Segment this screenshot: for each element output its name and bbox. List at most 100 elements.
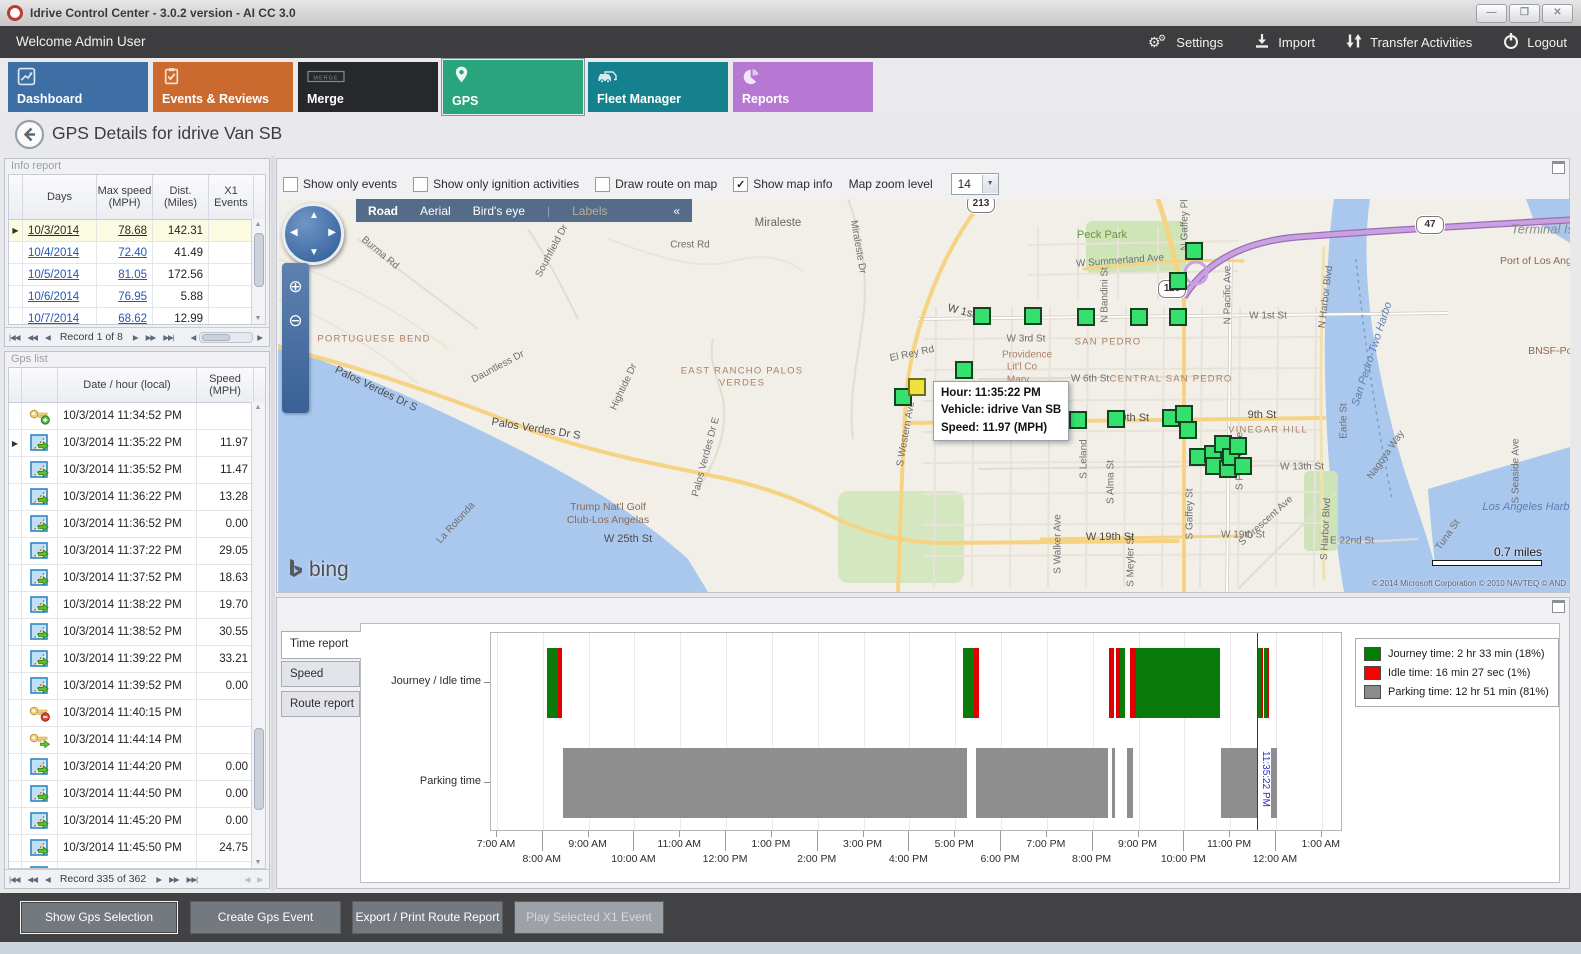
table-row[interactable]: 10/5/2014 81.05 172.56 (9, 264, 265, 286)
back-button[interactable] (14, 119, 45, 155)
tab-route-report[interactable]: Route report (281, 691, 360, 717)
map-mode-birdseye[interactable]: Bird's eye (472, 203, 525, 218)
table-row[interactable]: 10/6/2014 76.95 5.88 (9, 286, 265, 308)
gps-marker[interactable] (973, 307, 991, 325)
scroll-up-icon[interactable]: ▲ (254, 221, 262, 228)
scroll-down-icon[interactable]: ▼ (254, 315, 262, 322)
map-compass-control[interactable]: ▲ ▼ ◀ ▶ (282, 203, 344, 265)
gps-marker-selected[interactable] (908, 378, 926, 396)
pager-fastprev-icon[interactable]: ◀◀ (27, 874, 38, 884)
gps-row[interactable]: 10/3/2014 11:38:52 PM 30.55 (9, 619, 265, 646)
gps-marker[interactable] (955, 361, 973, 379)
action-logout[interactable]: Logout (1502, 32, 1567, 53)
info-report-vscrollbar[interactable]: ▲ ▼ (251, 219, 265, 324)
map-mode-labels[interactable]: Labels (572, 203, 608, 218)
gps-marker[interactable] (1169, 272, 1187, 290)
pager-hscrollbar[interactable]: ◀ ▶ (186, 331, 266, 343)
column-header-max-speed-mph[interactable]: Max speed (MPH) (97, 175, 153, 219)
gps-marker[interactable] (1107, 410, 1125, 428)
gps-marker[interactable] (1169, 308, 1187, 326)
tab-time-report[interactable]: Time report (281, 631, 361, 659)
max-speed-link[interactable]: 72.40 (118, 246, 147, 259)
pager-first-icon[interactable]: |◀◀ (9, 332, 21, 342)
map-zoom-in-icon[interactable]: ⊕ (288, 277, 303, 296)
day-link[interactable]: 10/4/2014 (28, 246, 80, 259)
column-header-days[interactable]: Days (23, 175, 97, 219)
gps-marker[interactable] (1069, 411, 1087, 429)
pager-next-icon[interactable]: ▶ (156, 874, 162, 884)
gps-row[interactable]: 10/3/2014 11:36:22 PM 13.28 (9, 484, 265, 511)
table-row[interactable]: 10/4/2014 72.40 41.49 (9, 242, 265, 264)
gps-row[interactable]: 10/3/2014 11:46:20 PM 17.93 (9, 862, 265, 868)
tab-gps[interactable]: GPS (441, 58, 585, 116)
day-link[interactable]: 10/6/2014 (28, 290, 80, 303)
gps-row[interactable]: 10/3/2014 11:39:52 PM 0.00 (9, 673, 265, 700)
checkbox-show-map-info[interactable]: ✓ Show map info (733, 176, 833, 192)
show-gps-selection-button[interactable]: Show Gps Selection (20, 901, 178, 934)
map-zoom-level-select[interactable]: 14 ▼ (950, 173, 999, 195)
panel-splitter[interactable] (271, 156, 275, 891)
pager-prev-icon[interactable]: ◀ (45, 332, 51, 342)
map-mode-road[interactable]: Road (368, 203, 398, 218)
scroll-up-icon[interactable]: ▲ (254, 404, 262, 411)
pager-last-ic[interactable]: ▶▶| (186, 874, 199, 884)
gps-row[interactable]: 10/3/2014 11:44:14 PM (9, 727, 265, 754)
gps-row[interactable]: ▶ 10/3/2014 11:35:22 PM 11.97 (9, 430, 265, 457)
pager-fastnext-icon[interactable]: ▶▶ (145, 332, 157, 342)
action-settings[interactable]: ⚙ ⚙ Settings (1147, 32, 1223, 53)
tab-fleet-manager[interactable]: Fleet Manager (588, 62, 728, 112)
panel-maximize-icon[interactable] (1552, 161, 1565, 174)
hscroll-left-icon[interactable]: ◀ (244, 874, 250, 884)
tab-reports[interactable]: Reports (733, 62, 873, 112)
gps-marker[interactable] (1077, 308, 1095, 326)
map-bar-collapse-icon[interactable]: « (673, 203, 680, 218)
panel-maximize-icon[interactable] (1552, 600, 1565, 613)
pager-prev-icon[interactable]: ◀ (45, 874, 51, 884)
column-header-dist-miles[interactable]: Dist. (Miles) (153, 175, 209, 219)
tab-speed-graphic[interactable]: Speed graphic (281, 661, 360, 704)
pager-fastnext-icon[interactable]: ▶▶ (169, 874, 180, 884)
action-import[interactable]: Import (1253, 32, 1315, 53)
gps-row[interactable]: 10/3/2014 11:38:22 PM 19.70 (9, 592, 265, 619)
pager-fastprev-icon[interactable]: ◀◀ (27, 332, 38, 342)
gps-row[interactable]: 10/3/2014 11:44:50 PM 0.00 (9, 781, 265, 808)
minimize-button[interactable]: — (1476, 4, 1507, 23)
gps-row[interactable]: 10/3/2014 11:37:52 PM 18.63 (9, 565, 265, 592)
gps-marker[interactable] (1179, 421, 1197, 439)
gps-row[interactable]: 10/3/2014 11:45:20 PM 0.00 (9, 808, 265, 835)
gps-row[interactable]: 10/3/2014 11:45:50 PM 24.75 (9, 835, 265, 862)
create-gps-event-button[interactable]: Create Gps Event (190, 901, 341, 934)
map-mode-aerial[interactable]: Aerial (420, 203, 451, 218)
hscroll-right-icon[interactable]: ▶ (257, 874, 263, 884)
column-header-date-hour-local[interactable]: Date / hour (local) (58, 368, 197, 402)
scroll-down-icon[interactable]: ▼ (254, 859, 262, 866)
close-button[interactable]: ✕ (1542, 4, 1573, 23)
checkbox-show-only-ignition-activities[interactable]: Show only ignition activities (413, 176, 579, 192)
tab-merge[interactable]: MERGE Merge (298, 62, 438, 112)
gps-row[interactable]: 10/3/2014 11:34:52 PM (9, 403, 265, 430)
max-speed-link[interactable]: 76.95 (118, 290, 147, 303)
pager-last-icon[interactable]: ▶▶| (163, 332, 175, 342)
column-header-speed-mph[interactable]: Speed (MPH) (197, 368, 254, 402)
gps-row[interactable]: 10/3/2014 11:44:20 PM 0.00 (9, 754, 265, 781)
map-zoom-out-icon[interactable]: ⊖ (288, 311, 303, 330)
gps-row[interactable]: 10/3/2014 11:37:22 PM 29.05 (9, 538, 265, 565)
table-row[interactable]: ▶ 10/3/2014 78.68 142.31 (9, 220, 265, 242)
pager-next-icon[interactable]: ▶ (132, 332, 139, 342)
gps-row[interactable]: 10/3/2014 11:39:22 PM 33.21 (9, 646, 265, 673)
gps-marker[interactable] (1130, 308, 1148, 326)
day-link[interactable]: 10/5/2014 (28, 268, 80, 281)
map-canvas[interactable]: Miraleste Crest Rd Burma Rd Southfield Dr Mi… (278, 199, 1570, 592)
checkbox-draw-route-on-map[interactable]: Draw route on map (595, 176, 717, 192)
gps-list-vscrollbar[interactable]: ▲ ▼ (251, 402, 265, 868)
max-speed-link[interactable]: 68.62 (118, 312, 147, 325)
gps-marker[interactable] (1229, 437, 1247, 455)
day-link[interactable]: 10/3/2014 (28, 224, 80, 237)
max-speed-link[interactable]: 81.05 (118, 268, 147, 281)
table-row[interactable]: 10/7/2014 68.62 12.99 (9, 308, 265, 325)
tab-events-reviews[interactable]: Events & Reviews (153, 62, 293, 112)
gps-marker[interactable] (1185, 242, 1203, 260)
pager-first-icon[interactable]: |◀◀ (9, 874, 21, 884)
action-transfer-activities[interactable]: Transfer Activities (1345, 32, 1472, 53)
gps-marker[interactable] (894, 388, 912, 406)
